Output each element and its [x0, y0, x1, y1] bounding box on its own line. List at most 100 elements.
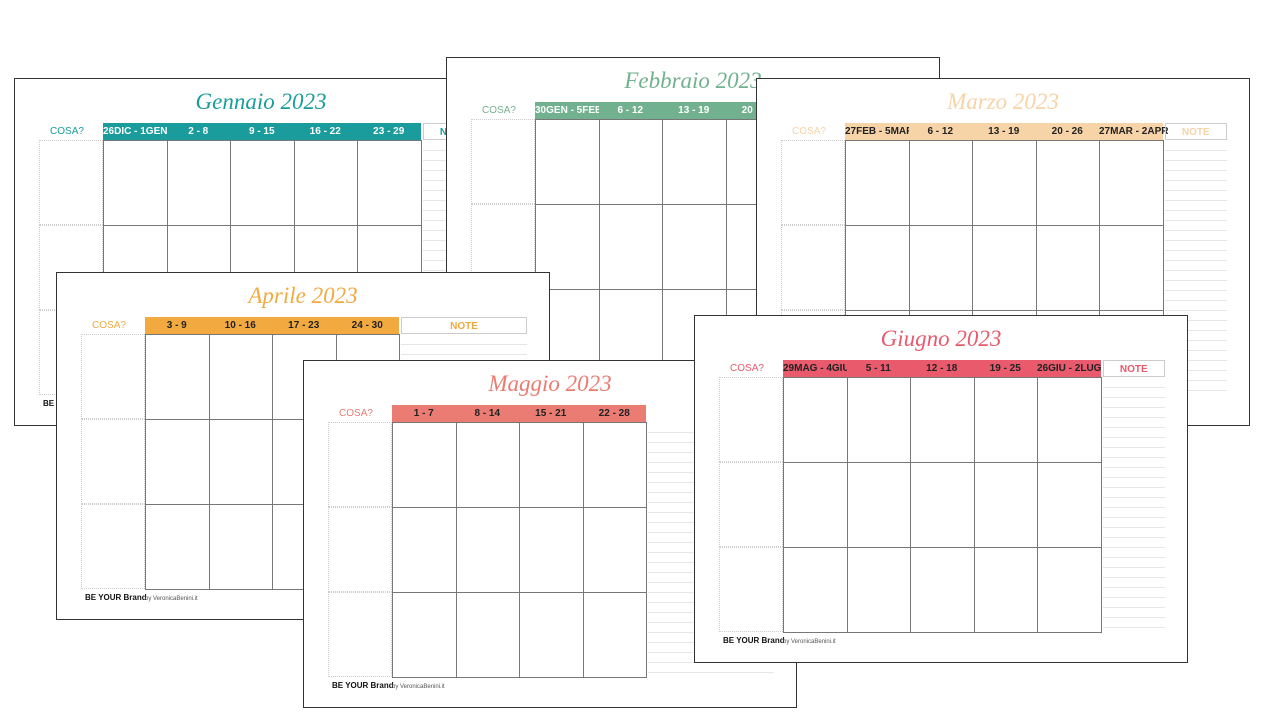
note-line: [1102, 537, 1165, 538]
note-line: [1102, 577, 1165, 578]
grid-cell: [392, 507, 457, 593]
note-line: [1164, 190, 1227, 191]
note-line: [1164, 240, 1227, 241]
note-line: [1164, 180, 1227, 181]
grid-cell: [392, 422, 457, 508]
page-title: Giugno 2023: [880, 326, 1002, 351]
note-label: NOTE: [1164, 123, 1227, 140]
week-header: 9 - 15: [230, 123, 294, 140]
note-line: [1102, 517, 1165, 518]
note-line: [1164, 170, 1227, 171]
note-line: [1102, 567, 1165, 568]
cosa-cell: [719, 547, 783, 632]
note-line: [1102, 437, 1165, 438]
logo: BE YOUR Brand: [332, 681, 394, 690]
grid-cell: [535, 119, 600, 205]
note-line: [648, 672, 774, 673]
week-header: 29MAG - 4GIU: [783, 360, 850, 377]
grid-cell: [1037, 462, 1102, 548]
week-header: 20 - 26: [1035, 123, 1099, 140]
note-line: [1102, 507, 1165, 508]
grid-cell: [973, 462, 1038, 548]
grid-cell: [1037, 547, 1102, 633]
note-line: [1164, 320, 1227, 321]
grid-cell: [208, 419, 273, 505]
grid-cell: [783, 547, 848, 633]
week-header: 30GEN - 5FEB: [535, 102, 602, 119]
note-line: [1102, 627, 1165, 628]
note-line: [401, 354, 527, 355]
week-header: 13 - 19: [662, 102, 726, 119]
grid-cell: [846, 377, 911, 463]
note-line: [1164, 360, 1227, 361]
week-header: 3 - 9: [145, 317, 209, 334]
page-title: Aprile 2023: [248, 283, 358, 308]
footer-text: by VeronicaBenini.it: [392, 684, 445, 690]
note-line: [1102, 497, 1165, 498]
week-header: 22 - 28: [582, 405, 646, 422]
page-title: Febbraio 2023: [624, 68, 762, 93]
cosa-cell: [781, 140, 845, 225]
note-line: [1164, 230, 1227, 231]
grid-cell: [1037, 377, 1102, 463]
grid-cell: [582, 422, 647, 508]
grid-cell: [662, 204, 727, 290]
cosa-cell: [81, 334, 145, 419]
cosa-label: COSA?: [50, 126, 84, 137]
cosa-cell: [719, 377, 783, 462]
week-header: 16 - 22: [293, 123, 357, 140]
grid-cell: [208, 334, 273, 420]
cosa-label: COSA?: [92, 320, 126, 331]
grid-cell: [846, 547, 911, 633]
page-title: Maggio 2023: [488, 371, 612, 396]
grid-cell: [910, 547, 975, 633]
week-header: 6 - 12: [908, 123, 972, 140]
note-line: [1164, 200, 1227, 201]
grid-cell: [845, 140, 910, 226]
week-header: 10 - 16: [208, 317, 272, 334]
grid-cell: [145, 419, 210, 505]
week-header: 6 - 12: [598, 102, 662, 119]
grid-cell: [1035, 225, 1100, 311]
footer-text: by VeronicaBenini.it: [145, 596, 198, 602]
note-label: NOTE: [1102, 360, 1165, 377]
week-header: 1 - 7: [392, 405, 456, 422]
note-line: [1102, 477, 1165, 478]
grid-cell: [145, 334, 210, 420]
note-line: [1164, 300, 1227, 301]
grid-cell: [598, 119, 663, 205]
week-header: 8 - 14: [455, 405, 519, 422]
week-header: 27FEB - 5MAR: [845, 123, 913, 140]
cosa-cell: [81, 419, 145, 504]
grid-cell: [582, 592, 647, 678]
note-line: [1102, 397, 1165, 398]
week-header: 23 - 29: [357, 123, 421, 140]
grid-cell: [145, 504, 210, 590]
cosa-label: COSA?: [730, 363, 764, 374]
week-header: 26GIU - 2LUG: [1037, 360, 1101, 377]
note-line: [1102, 417, 1165, 418]
logo: BE YOUR Brand: [723, 636, 785, 645]
note-line: [1164, 160, 1227, 161]
grid-cell: [392, 592, 457, 678]
grid-cell: [357, 140, 422, 226]
grid-cell: [910, 377, 975, 463]
week-header: 26DIC - 1GEN: [103, 123, 167, 140]
note-line: [1102, 387, 1165, 388]
week-header: 24 - 30: [335, 317, 399, 334]
grid-cell: [293, 140, 358, 226]
grid-cell: [908, 140, 973, 226]
note-line: [1164, 390, 1227, 391]
grid-cell: [783, 462, 848, 548]
calendar-page: Giugno 2023 COSA? 29MAG - 4GIU 5 - 11 12 - 1…: [694, 315, 1188, 663]
week-header: 19 - 25: [973, 360, 1037, 377]
week-header: 15 - 21: [519, 405, 583, 422]
note-line: [1164, 380, 1227, 381]
note-line: [1102, 457, 1165, 458]
week-header: 27MAR - 2APR: [1099, 123, 1168, 140]
note-line: [1164, 280, 1227, 281]
grid-cell: [973, 377, 1038, 463]
grid-cell: [598, 204, 663, 290]
grid-cell: [103, 140, 168, 226]
